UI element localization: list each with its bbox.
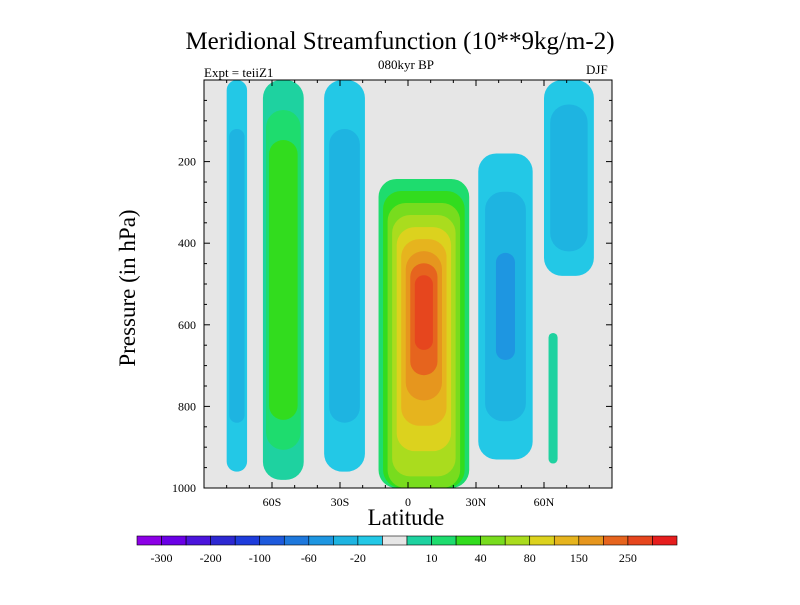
colorbar-swatch-10	[382, 535, 408, 546]
colorbar-swatch-16	[529, 535, 555, 546]
chart-title: Meridional Streamfunction (10**9kg/m-2)	[185, 28, 615, 55]
experiment-label: Expt = teiiZ1	[204, 65, 274, 80]
x-tick-label-3: 30N	[466, 495, 487, 509]
x-tick-label-0: 60S	[263, 495, 282, 509]
x-tick-label-4: 60N	[534, 495, 555, 509]
colorbar-label-2: -100	[249, 551, 271, 565]
period-label: 080kyr BP	[378, 57, 434, 72]
colorbar-swatch-3	[210, 535, 236, 546]
colorbar-swatch-2	[185, 535, 211, 546]
colorbar-swatch-20	[627, 535, 653, 546]
colorbar-label-6: 40	[475, 551, 487, 565]
colorbar-swatch-4	[234, 535, 261, 546]
colorbar-label-8: 150	[570, 551, 588, 565]
x-tick-label-1: 30S	[331, 495, 350, 509]
colorbar-swatch-13	[455, 535, 481, 546]
sh-polar-cell-band-1	[229, 128, 245, 423]
y-tick-label-4: 1000	[172, 481, 196, 495]
colorbar-swatch-15	[504, 535, 531, 546]
nh-high-lat-cell-band-1	[550, 104, 588, 252]
colorbar-swatch-5	[259, 535, 285, 546]
colorbar-label-5: 10	[426, 551, 438, 565]
colorbar-swatch-8	[333, 535, 359, 546]
colorbar-swatch-14	[480, 535, 506, 546]
y-tick-label-2: 600	[178, 318, 196, 332]
x-axis-label: Latitude	[367, 505, 445, 530]
colorbar-swatch-0	[136, 535, 162, 546]
colorbar-swatch-6	[283, 535, 310, 546]
colorbar-label-3: -60	[301, 551, 317, 565]
x-tick-label-2: 0	[405, 495, 411, 509]
colorbar-swatch-9	[357, 535, 383, 546]
colorbar-swatch-21	[652, 535, 678, 546]
colorbar-label-7: 80	[524, 551, 536, 565]
colorbar-label-0: -300	[151, 551, 173, 565]
nh-small-positive-band-0	[548, 332, 558, 464]
colorbar-swatch-7	[308, 535, 334, 546]
y-axis-label: Pressure (in hPa)	[115, 209, 140, 367]
colorbar-swatch-18	[578, 535, 604, 546]
colorbar-swatch-11	[406, 535, 432, 546]
colorbar-swatch-19	[603, 535, 629, 546]
y-tick-label-1: 400	[178, 236, 196, 250]
season-label: DJF	[586, 62, 608, 77]
colorbar-label-4: -20	[350, 551, 366, 565]
colorbar-swatch-12	[431, 535, 457, 546]
sh-ferrel-cell-band-2	[269, 139, 298, 420]
colorbar-label-1: -200	[200, 551, 222, 565]
colorbar-label-9: 250	[619, 551, 637, 565]
nh-hadley-branch-band-2	[495, 252, 515, 360]
y-tick-label-3: 800	[178, 399, 196, 413]
equatorial-cell-band-8	[414, 275, 433, 350]
sh-hadley-cell-band-1	[329, 128, 360, 423]
colorbar-swatch-1	[161, 535, 187, 546]
colorbar-swatch-17	[553, 535, 580, 546]
y-tick-label-0: 200	[178, 155, 196, 169]
